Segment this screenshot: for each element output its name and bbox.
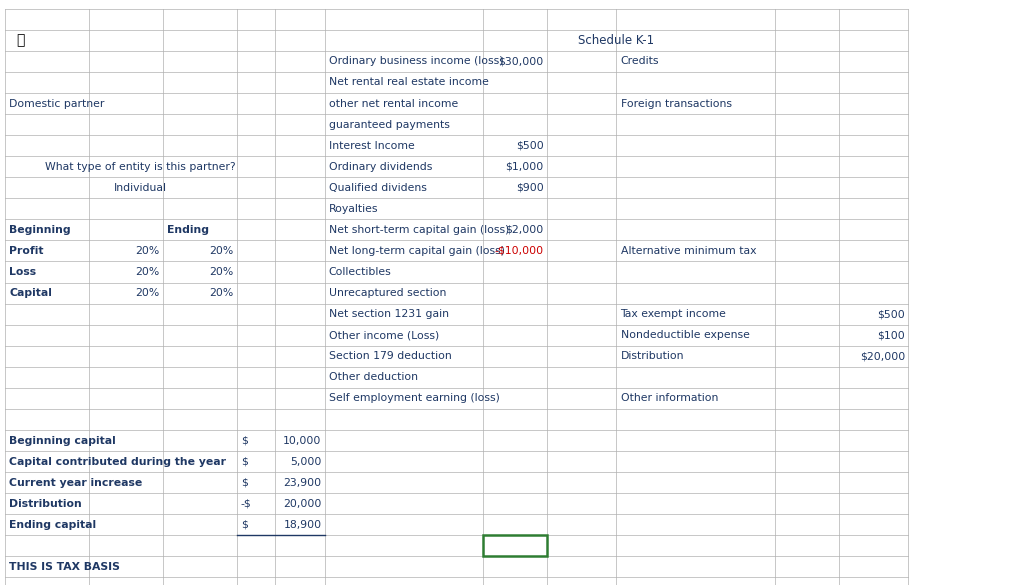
- Text: 20%: 20%: [209, 267, 233, 277]
- Text: Domestic partner: Domestic partner: [9, 98, 104, 109]
- Text: -$: -$: [241, 498, 251, 509]
- Text: Section 179 deduction: Section 179 deduction: [329, 351, 452, 362]
- Text: $100: $100: [878, 330, 905, 340]
- Text: 20%: 20%: [135, 267, 160, 277]
- Text: Profit: Profit: [9, 246, 44, 256]
- Text: Interest Income: Interest Income: [329, 140, 415, 151]
- Text: Collectibles: Collectibles: [329, 267, 391, 277]
- Text: Alternative minimum tax: Alternative minimum tax: [621, 246, 756, 256]
- Text: $: $: [241, 519, 248, 530]
- Text: Capital contributed during the year: Capital contributed during the year: [9, 456, 226, 467]
- Text: 🖌: 🖌: [16, 33, 25, 47]
- Text: What type of entity is this partner?: What type of entity is this partner?: [45, 161, 236, 172]
- Text: THIS IS TAX BASIS: THIS IS TAX BASIS: [9, 562, 120, 572]
- Text: Current year increase: Current year increase: [9, 477, 142, 488]
- Text: Credits: Credits: [621, 56, 659, 67]
- Text: $: $: [241, 456, 248, 467]
- Text: Loss: Loss: [9, 267, 36, 277]
- Text: $900: $900: [516, 183, 544, 193]
- Text: 20%: 20%: [209, 288, 233, 298]
- Text: $2,000: $2,000: [506, 225, 544, 235]
- Text: Ending: Ending: [167, 225, 209, 235]
- Text: $30,000: $30,000: [499, 56, 544, 67]
- Text: 20,000: 20,000: [284, 498, 322, 509]
- Text: other net rental income: other net rental income: [329, 98, 458, 109]
- Text: -$10,000: -$10,000: [495, 246, 544, 256]
- Text: $: $: [241, 477, 248, 488]
- Text: 23,900: 23,900: [284, 477, 322, 488]
- Text: 20%: 20%: [135, 288, 160, 298]
- Text: Schedule K-1: Schedule K-1: [579, 34, 654, 47]
- Text: $1,000: $1,000: [506, 161, 544, 172]
- Text: Ordinary dividends: Ordinary dividends: [329, 161, 432, 172]
- Text: 20%: 20%: [135, 246, 160, 256]
- Text: Beginning: Beginning: [9, 225, 71, 235]
- Text: Unrecaptured section: Unrecaptured section: [329, 288, 446, 298]
- Text: $500: $500: [878, 309, 905, 319]
- Text: $500: $500: [516, 140, 544, 151]
- Text: Nondeductible expense: Nondeductible expense: [621, 330, 750, 340]
- Text: $20,000: $20,000: [860, 351, 905, 362]
- Text: Ending capital: Ending capital: [9, 519, 96, 530]
- Text: 10,000: 10,000: [284, 435, 322, 446]
- Text: Other information: Other information: [621, 393, 718, 404]
- Text: Distribution: Distribution: [621, 351, 684, 362]
- Text: Foreign transactions: Foreign transactions: [621, 98, 731, 109]
- Text: Other income (Loss): Other income (Loss): [329, 330, 439, 340]
- Text: $: $: [241, 435, 248, 446]
- Text: Royalties: Royalties: [329, 204, 378, 214]
- Text: Qualified dividens: Qualified dividens: [329, 183, 427, 193]
- Text: Other deduction: Other deduction: [329, 372, 418, 383]
- Text: 18,900: 18,900: [284, 519, 322, 530]
- Text: 20%: 20%: [209, 246, 233, 256]
- Text: Ordinary business income (loss): Ordinary business income (loss): [329, 56, 503, 67]
- Text: Capital: Capital: [9, 288, 52, 298]
- Text: Distribution: Distribution: [9, 498, 82, 509]
- Bar: [483, 535, 547, 556]
- Text: Self employment earning (loss): Self employment earning (loss): [329, 393, 500, 404]
- Text: 5,000: 5,000: [290, 456, 322, 467]
- Text: Net rental real estate income: Net rental real estate income: [329, 77, 488, 88]
- Text: Beginning capital: Beginning capital: [9, 435, 116, 446]
- Text: Net short-term capital gain (loss): Net short-term capital gain (loss): [329, 225, 509, 235]
- Text: guaranteed payments: guaranteed payments: [329, 119, 450, 130]
- Text: Net section 1231 gain: Net section 1231 gain: [329, 309, 449, 319]
- Text: Net long-term capital gain (loss): Net long-term capital gain (loss): [329, 246, 505, 256]
- Text: Individual: Individual: [114, 183, 167, 193]
- Text: Tax exempt income: Tax exempt income: [621, 309, 726, 319]
